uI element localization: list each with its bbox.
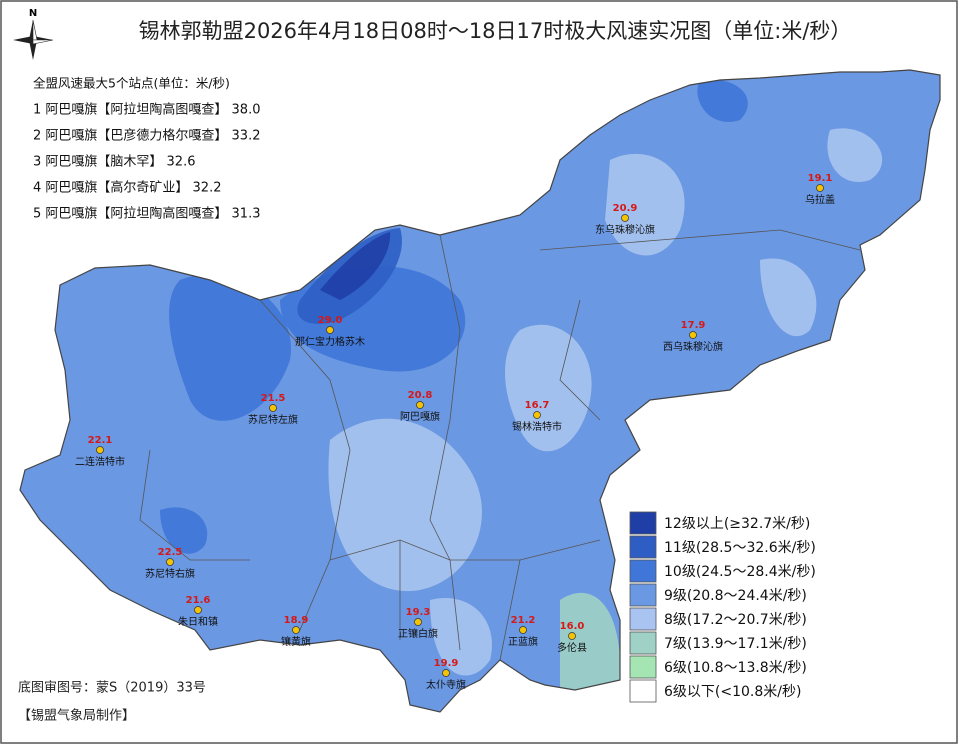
station-name: 朱日和镇 [178,615,218,628]
station-value: 16.0 [560,621,585,632]
top-stations: 全盟风速最大5个站点(单位：米/秒) 1 阿巴嘎旗【阿拉坦陶高图嘎查】 38.0 2… [33,76,260,222]
station-value: 16.7 [525,400,550,411]
map-outline [19,69,941,713]
station-name: 东乌珠穆沁旗 [595,223,655,236]
station-value: 21.5 [261,393,286,404]
legend: 12级以上(≥32.7米/秒) 11级(28.5～32.6米/秒) 10级(24.5… [629,511,816,703]
county-border [429,234,461,561]
station-name: 西乌珠穆沁旗 [663,340,723,353]
legend-swatch [629,655,657,679]
station-dot [621,214,629,222]
station-name: 那仁宝力格苏木 [295,335,365,348]
wind-zone [697,79,748,122]
station-name: 乌拉盖 [805,193,835,206]
station-value: 20.8 [408,390,433,401]
compass-label: N [29,8,37,19]
station-name: 镶黄旗 [281,635,311,648]
station-dot [533,411,541,419]
station-value: 22.1 [88,435,113,446]
station-value: 21.6 [186,595,211,606]
station-name: 多伦县 [557,641,587,654]
wind-zone [169,274,291,421]
legend-label: 6级(10.8～13.8米/秒) [664,660,807,676]
station-name: 二连浩特市 [75,455,125,468]
top-item: 4 阿巴嘎旗【高尔奇矿业】 32.2 [33,180,221,196]
station-value: 19.9 [434,658,459,669]
station-labels: 29.0 那仁宝力格苏木 20.8 阿巴嘎旗 21.5 苏尼特左旗 22.1 二连浩特市 16.… [75,173,835,691]
county-border [259,299,351,631]
legend-swatch [629,511,657,535]
legend-swatch [629,559,657,583]
top-heading: 全盟风速最大5个站点(单位：米/秒) [33,76,230,91]
station-dot [166,558,174,566]
station-dot [414,618,422,626]
compass: N [13,8,54,60]
wind-zone [160,507,208,554]
top-item: 5 阿巴嘎旗【阿拉坦陶高图嘎查】 31.3 [33,206,260,222]
regions [19,69,941,713]
station-name: 锡林浩特市 [512,420,562,433]
legend-swatch [629,679,657,703]
legend-label: 9级(20.8～24.4米/秒) [664,588,807,604]
legend-swatch [629,631,657,655]
station-dot [816,184,824,192]
wind-zone [320,232,391,300]
approval-number: 底图审图号：蒙S（2019）33号 [18,680,206,696]
station-dot [96,446,104,454]
county-border [539,229,861,251]
top-item: 2 阿巴嘎旗【巴彦德力格尔嘎查】 33.2 [33,128,260,144]
station-value: 22.5 [158,547,183,558]
wind-zone [430,598,492,676]
top-item: 3 阿巴嘎旗【脑木罕】 32.6 [33,154,195,170]
map-title: 锡林郭勒盟2026年4月18日08时～18日17时极大风速实况图（单位:米/秒） [139,19,852,43]
legend-label: 6级以下(<10.8米/秒) [664,684,801,700]
wind-zone [760,258,817,337]
station-value: 21.2 [511,615,536,626]
county-border [499,559,521,661]
wind-zone [505,324,592,452]
legend-swatch [629,535,657,559]
legend-swatch [629,607,657,631]
wind-zone [605,153,685,256]
wind-zone [827,128,883,182]
legend-label: 11级(28.5～32.6米/秒) [664,540,816,556]
station-name: 正蓝旗 [508,635,538,648]
county-border [139,449,250,561]
station-dot [326,326,334,334]
station-value: 17.9 [681,320,706,331]
legend-label: 12级以上(≥32.7米/秒) [664,516,810,532]
station-dot [416,401,424,409]
legend-swatch [629,583,657,607]
station-value: 20.9 [613,203,638,214]
station-dot [269,404,277,412]
station-value: 29.0 [318,315,343,326]
station-name: 太仆寺旗 [426,678,466,691]
station-dot [442,669,450,677]
station-name: 苏尼特左旗 [248,413,298,426]
station-name: 苏尼特右旗 [145,567,195,580]
station-dot [689,331,697,339]
producer: 【锡盟气象局制作】 [18,708,135,724]
county-border [559,299,601,421]
station-name: 阿巴嘎旗 [400,410,440,423]
station-dot [194,606,202,614]
station-dot [568,632,576,640]
legend-label: 8级(17.2～20.7米/秒) [664,612,807,628]
station-dot [519,626,527,634]
station-name: 正镶白旗 [398,627,438,640]
county-border [449,559,461,651]
station-value: 19.3 [406,607,431,618]
wind-zone [560,592,621,690]
map-base [20,70,940,712]
station-value: 18.9 [284,615,309,626]
top-item: 1 阿巴嘎旗【阿拉坦陶高图嘎查】 38.0 [33,102,260,118]
legend-label: 10级(24.5～28.4米/秒) [664,564,816,580]
station-value: 19.1 [808,173,833,184]
station-dot [292,626,300,634]
legend-label: 7级(13.9～17.1米/秒) [664,636,807,652]
wind-zones [139,79,883,690]
